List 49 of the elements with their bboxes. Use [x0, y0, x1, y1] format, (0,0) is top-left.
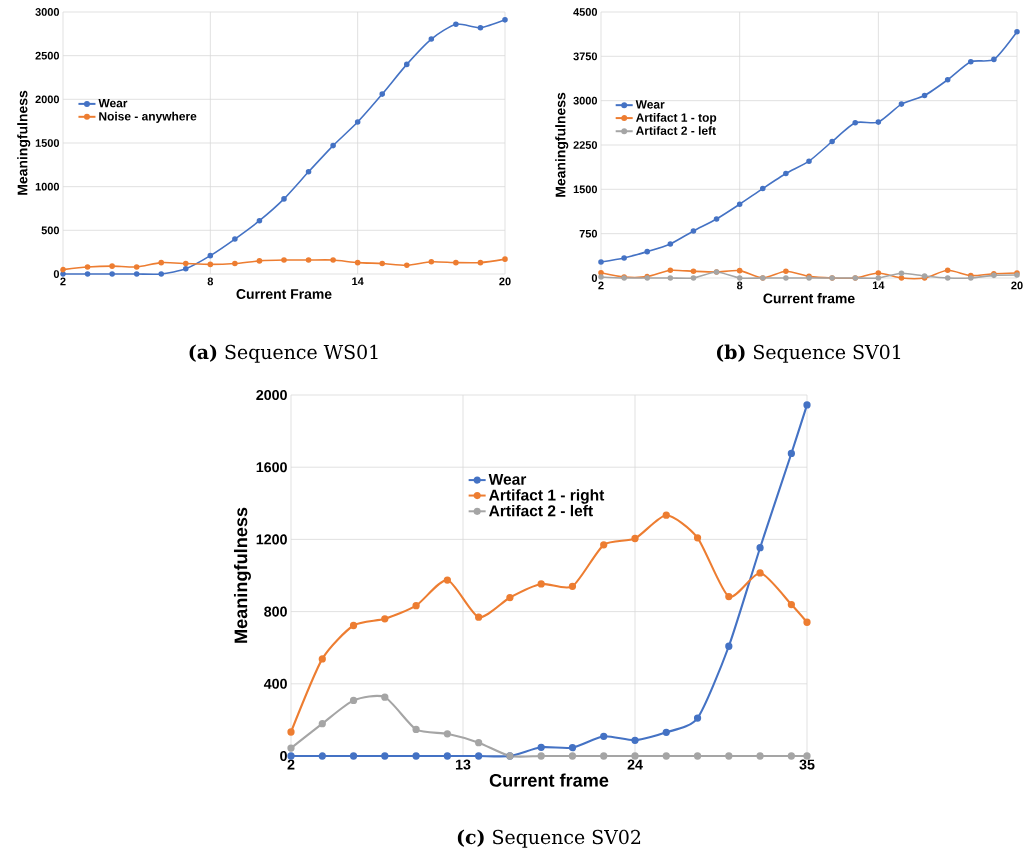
x-axis-title: Current frame: [489, 773, 609, 787]
y-tick-label: 400: [263, 678, 287, 689]
x-tick-label: 8: [207, 277, 214, 286]
legend-label: Wear: [635, 100, 665, 109]
legend-label: Artifact 2 - left: [635, 126, 716, 135]
y-tick-label: 800: [264, 606, 287, 617]
y-tick-label: 2000: [35, 95, 60, 104]
x-axis-title: Current frame: [763, 293, 855, 304]
x-tick-label: 2: [287, 759, 295, 770]
y-tick-label: 0: [53, 270, 60, 278]
y-axis-title: Meaningfulness: [17, 90, 31, 195]
y-tick-label: 1200: [256, 534, 287, 545]
x-tick-label: 2: [598, 281, 604, 290]
x-tick-label: 20: [1011, 281, 1023, 290]
text: (a) Sequence WS01: [189, 344, 378, 363]
x-tick-label: 20: [499, 277, 511, 286]
y-tick-label: 1600: [256, 462, 287, 473]
legend-label: Noise - anywhere: [99, 111, 197, 123]
y-tick-label: 3000: [35, 8, 60, 16]
y-tick-label: 750: [579, 229, 598, 238]
y-tick-label: 1500: [573, 185, 598, 194]
y-tick-label: 0: [591, 274, 598, 282]
y-tick-label: 3750: [573, 52, 598, 61]
legend-label: Artifact 1 - top: [635, 113, 717, 125]
x-tick-label: 2: [60, 277, 66, 286]
y-tick-label: 2500: [35, 51, 60, 60]
y-tick-label: 2250: [573, 141, 598, 149]
y-tick-label: 1000: [35, 182, 60, 191]
x-tick-label: 8: [736, 281, 743, 290]
y-tick-label: 1500: [35, 139, 60, 147]
y-tick-label: 2000: [256, 389, 287, 401]
x-tick-label: 35: [799, 759, 815, 770]
legend-label: Artifact 1 - right: [489, 489, 605, 504]
y-axis-title: Meaningfulness: [233, 507, 251, 643]
y-axis-title: Meaningfulness: [555, 92, 569, 197]
x-tick-label: 14: [352, 277, 364, 286]
legend-label: Wear: [98, 99, 128, 108]
legend-label: Artifact 2 - left: [489, 504, 593, 517]
x-axis-title: Current Frame: [236, 289, 332, 299]
y-tick-label: 500: [41, 226, 60, 235]
text: (b) Sequence SV01: [717, 344, 901, 363]
text: (c) Sequence SV02: [457, 829, 641, 848]
x-tick-label: 24: [627, 759, 643, 770]
legend-label: Wear: [488, 473, 527, 485]
y-tick-label: 4500: [573, 8, 598, 16]
x-tick-label: 13: [455, 759, 471, 770]
y-tick-label: 3000: [573, 96, 598, 105]
y-tick-label: 0: [280, 750, 287, 762]
x-tick-label: 14: [872, 281, 885, 290]
